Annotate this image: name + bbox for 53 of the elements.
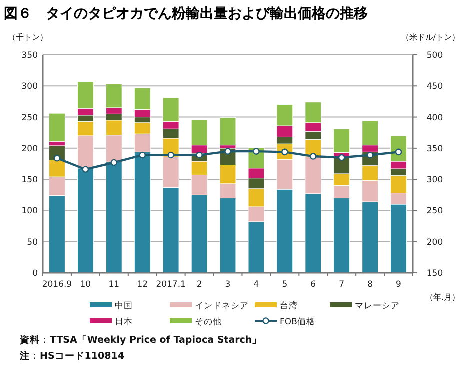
chart-title: 図６ タイのタピオカでん粉輸出量および輸出価格の推移 xyxy=(4,6,368,22)
y-axis-title: （千トン） xyxy=(8,33,48,42)
legend-label: インドネシア xyxy=(195,302,249,312)
y2-axis-title: （米ドル/トン） xyxy=(401,33,460,42)
x-tick-label: 9 xyxy=(396,280,402,290)
y2-tick-label: 400 xyxy=(426,113,444,124)
y-tick-label: 50 xyxy=(27,238,38,248)
x-tick-label: 2017.1 xyxy=(156,280,186,290)
text: 資料：TTSA「Weekly Price of Tapioca Starch」 xyxy=(19,334,262,346)
x-tick-label: 10 xyxy=(80,280,92,290)
legend-label: その他 xyxy=(195,316,222,328)
y-tick-label: 200 xyxy=(22,144,38,154)
y2-tick-label: 300 xyxy=(426,176,444,186)
point xyxy=(54,154,61,162)
x-tick-label: 6 xyxy=(310,280,316,290)
point xyxy=(82,166,90,174)
y-tick-label: 300 xyxy=(22,82,38,92)
point xyxy=(139,152,146,159)
x-tick-label: 8 xyxy=(368,280,374,290)
x-tick-label: 11 xyxy=(108,280,120,290)
point xyxy=(366,152,374,159)
x-tick-label: 4 xyxy=(254,280,260,290)
x-tick-label: 3 xyxy=(225,280,231,290)
point xyxy=(338,154,346,162)
point xyxy=(253,148,260,155)
legend-label: 日本 xyxy=(115,316,133,328)
point xyxy=(224,148,232,155)
y-tick-label: 0 xyxy=(32,269,38,279)
legend-label: FOB価格 xyxy=(280,316,316,328)
y2-tick-label: 250 xyxy=(426,206,444,217)
y2-tick-label: 200 xyxy=(426,238,444,248)
y-tick-label: 350 xyxy=(22,51,38,61)
bar xyxy=(220,118,236,146)
y2-tick-label: 150 xyxy=(426,269,444,279)
x-tick-label: 2016.9 xyxy=(42,280,72,290)
y2-tick-label: 450 xyxy=(426,82,444,92)
y2-tick-label: 350 xyxy=(426,144,444,154)
legend-label: 中国 xyxy=(115,300,133,312)
y2-tick-label: 500 xyxy=(426,51,444,61)
x-tick-label: 7 xyxy=(339,280,345,290)
x-tick-label: 5 xyxy=(282,280,288,290)
legend-label: マレーシア xyxy=(355,302,400,312)
x-tick-label: 12 xyxy=(137,280,148,290)
point xyxy=(168,152,174,159)
y-tick-label: 250 xyxy=(22,113,38,124)
y-tick-label: 150 xyxy=(22,176,38,186)
legend-label: 台湾 xyxy=(280,300,298,312)
text: 注：HSコード110814 xyxy=(19,350,125,362)
point xyxy=(110,159,118,166)
x-tick-label: 2 xyxy=(196,280,202,290)
x-axis-title: （年.月） xyxy=(425,293,460,302)
point xyxy=(310,153,317,160)
y-tick-label: 100 xyxy=(22,206,38,217)
